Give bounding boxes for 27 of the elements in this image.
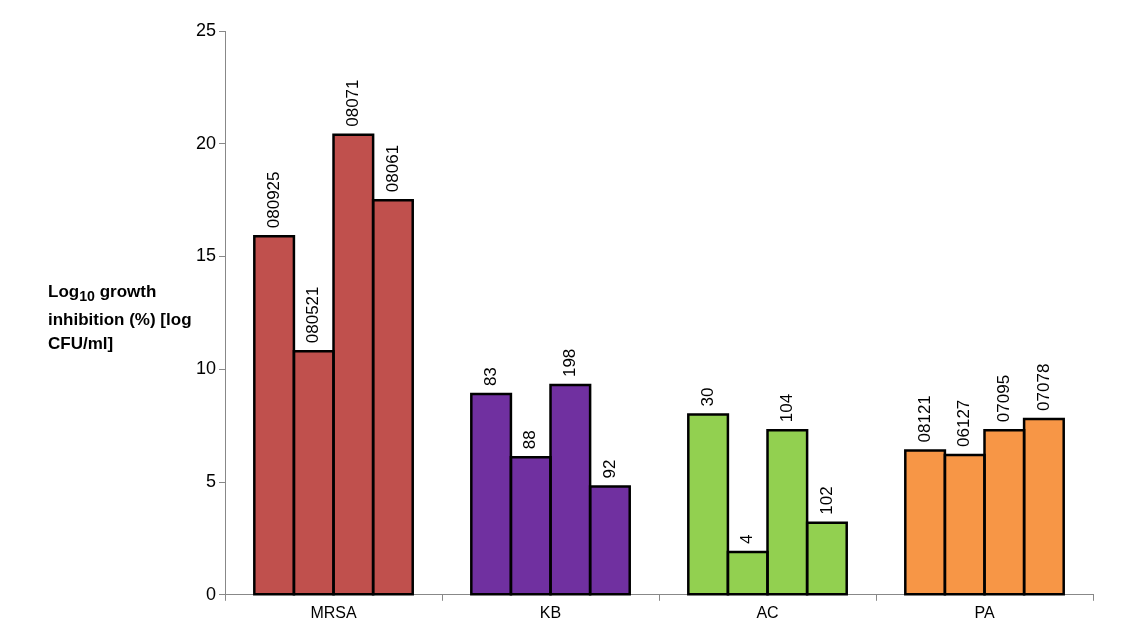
annotation: 080521 (303, 286, 323, 343)
y-tick-label: 0 (206, 583, 217, 604)
annotation: 92 (599, 459, 619, 479)
annotation: 07095 (993, 374, 1013, 422)
y-tick-label: 10 (195, 357, 217, 378)
y-tick-label: 25 (195, 19, 217, 40)
annotation: 08071 (343, 78, 363, 127)
annotation: 30 (697, 386, 717, 406)
x-tick-label: KB (539, 603, 562, 621)
y-tick-label: 15 (195, 244, 217, 265)
y-tick-label: 20 (195, 132, 217, 153)
annotation: 4 (737, 533, 757, 544)
annotation: 104 (777, 393, 796, 422)
annotation: 88 (520, 429, 540, 449)
annotation: 83 (480, 366, 500, 386)
x-tick-label: MRSA (310, 603, 357, 621)
annotation: 07078 (1033, 363, 1053, 411)
x-tick-label: PA (974, 603, 995, 621)
annotation: 198 (560, 348, 579, 377)
annotation: 08061 (382, 144, 402, 192)
annotation: 080925 (263, 170, 283, 228)
annotation: 102 (816, 485, 836, 515)
annotation: 08121 (914, 394, 934, 442)
annotation: 06127 (954, 399, 974, 447)
x-tick-label: AC (756, 603, 779, 621)
y-tick-label: 5 (206, 470, 217, 491)
y-axis-title: Log$_{10}$ growth inhibition (%) [log CFU/ml] (47, 280, 193, 356)
